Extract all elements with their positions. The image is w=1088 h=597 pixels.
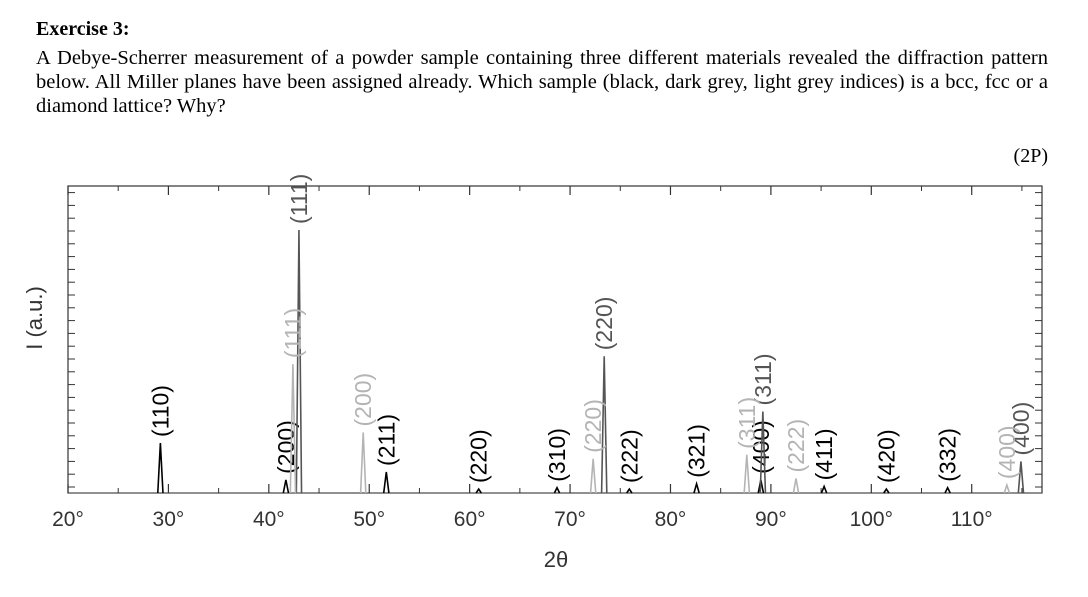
miller-index-label: (400) [1008, 402, 1034, 456]
diffraction-peak [944, 485, 951, 494]
diffraction-peak [626, 487, 633, 494]
x-tick-label: 50° [353, 508, 385, 531]
x-tick-label: 60° [454, 508, 486, 531]
diffraction-peak [553, 485, 561, 494]
miller-index-label: (220) [580, 399, 606, 453]
miller-index-label: (200) [350, 373, 376, 427]
miller-index-label: (110) [147, 385, 173, 437]
miller-index-label: (311) [750, 353, 776, 405]
miller-index-label: (420) [873, 429, 899, 483]
miller-index-label: (311) [734, 397, 760, 449]
diffraction-peak [589, 458, 597, 494]
exercise-block: Exercise 3: A Debye-Scherrer measurement… [36, 18, 1048, 118]
diffraction-peak [883, 487, 890, 494]
diffraction-peak [820, 484, 828, 494]
diffraction-peak [600, 356, 608, 494]
diffraction-peak [289, 364, 297, 494]
x-tick-label: 30° [153, 508, 185, 531]
miller-index-label: (411) [811, 428, 837, 480]
diffraction-peak [295, 229, 303, 494]
diffraction-peak [792, 478, 800, 494]
miller-index-label: (220) [466, 429, 492, 483]
diffraction-peak [475, 487, 482, 494]
miller-index-label: (400) [994, 425, 1020, 479]
x-axis-label: 2θ [544, 547, 568, 572]
x-tick-label: 110° [951, 508, 993, 531]
miller-index-label: (111) [280, 308, 306, 358]
diffraction-peak [693, 480, 700, 494]
diffraction-peak [282, 479, 290, 494]
x-tick-label: 90° [755, 508, 787, 531]
diffraction-peak [759, 411, 767, 494]
points-label: (2P) [1013, 145, 1048, 167]
miller-index-label: (220) [591, 297, 617, 351]
exercise-question: A Debye-Scherrer measurement of a powder… [36, 47, 1048, 117]
diffraction-peak [743, 454, 751, 494]
diffraction-peak [156, 442, 164, 494]
x-tick-label: 20° [52, 508, 84, 531]
diffraction-peak [1017, 461, 1025, 494]
miller-index-label: (211) [373, 414, 399, 466]
exercise-title: Exercise 3: [36, 18, 130, 40]
miller-index-label: (222) [616, 429, 642, 483]
miller-index-label: (111) [286, 174, 312, 224]
miller-index-label: (332) [935, 428, 961, 482]
x-tick-label: 100° [850, 508, 893, 531]
x-tick-label: 70° [554, 508, 586, 531]
diffraction-peak [1003, 482, 1011, 494]
miller-index-label: (321) [684, 424, 710, 478]
miller-index-label: (222) [783, 419, 809, 473]
diffraction-peak [382, 471, 390, 494]
x-tick-label: 40° [253, 508, 285, 531]
x-tick-label: 80° [655, 508, 687, 531]
diffraction-peak [359, 432, 367, 494]
y-axis-label: I (a.u.) [22, 286, 47, 350]
miller-index-label: (310) [544, 428, 570, 482]
